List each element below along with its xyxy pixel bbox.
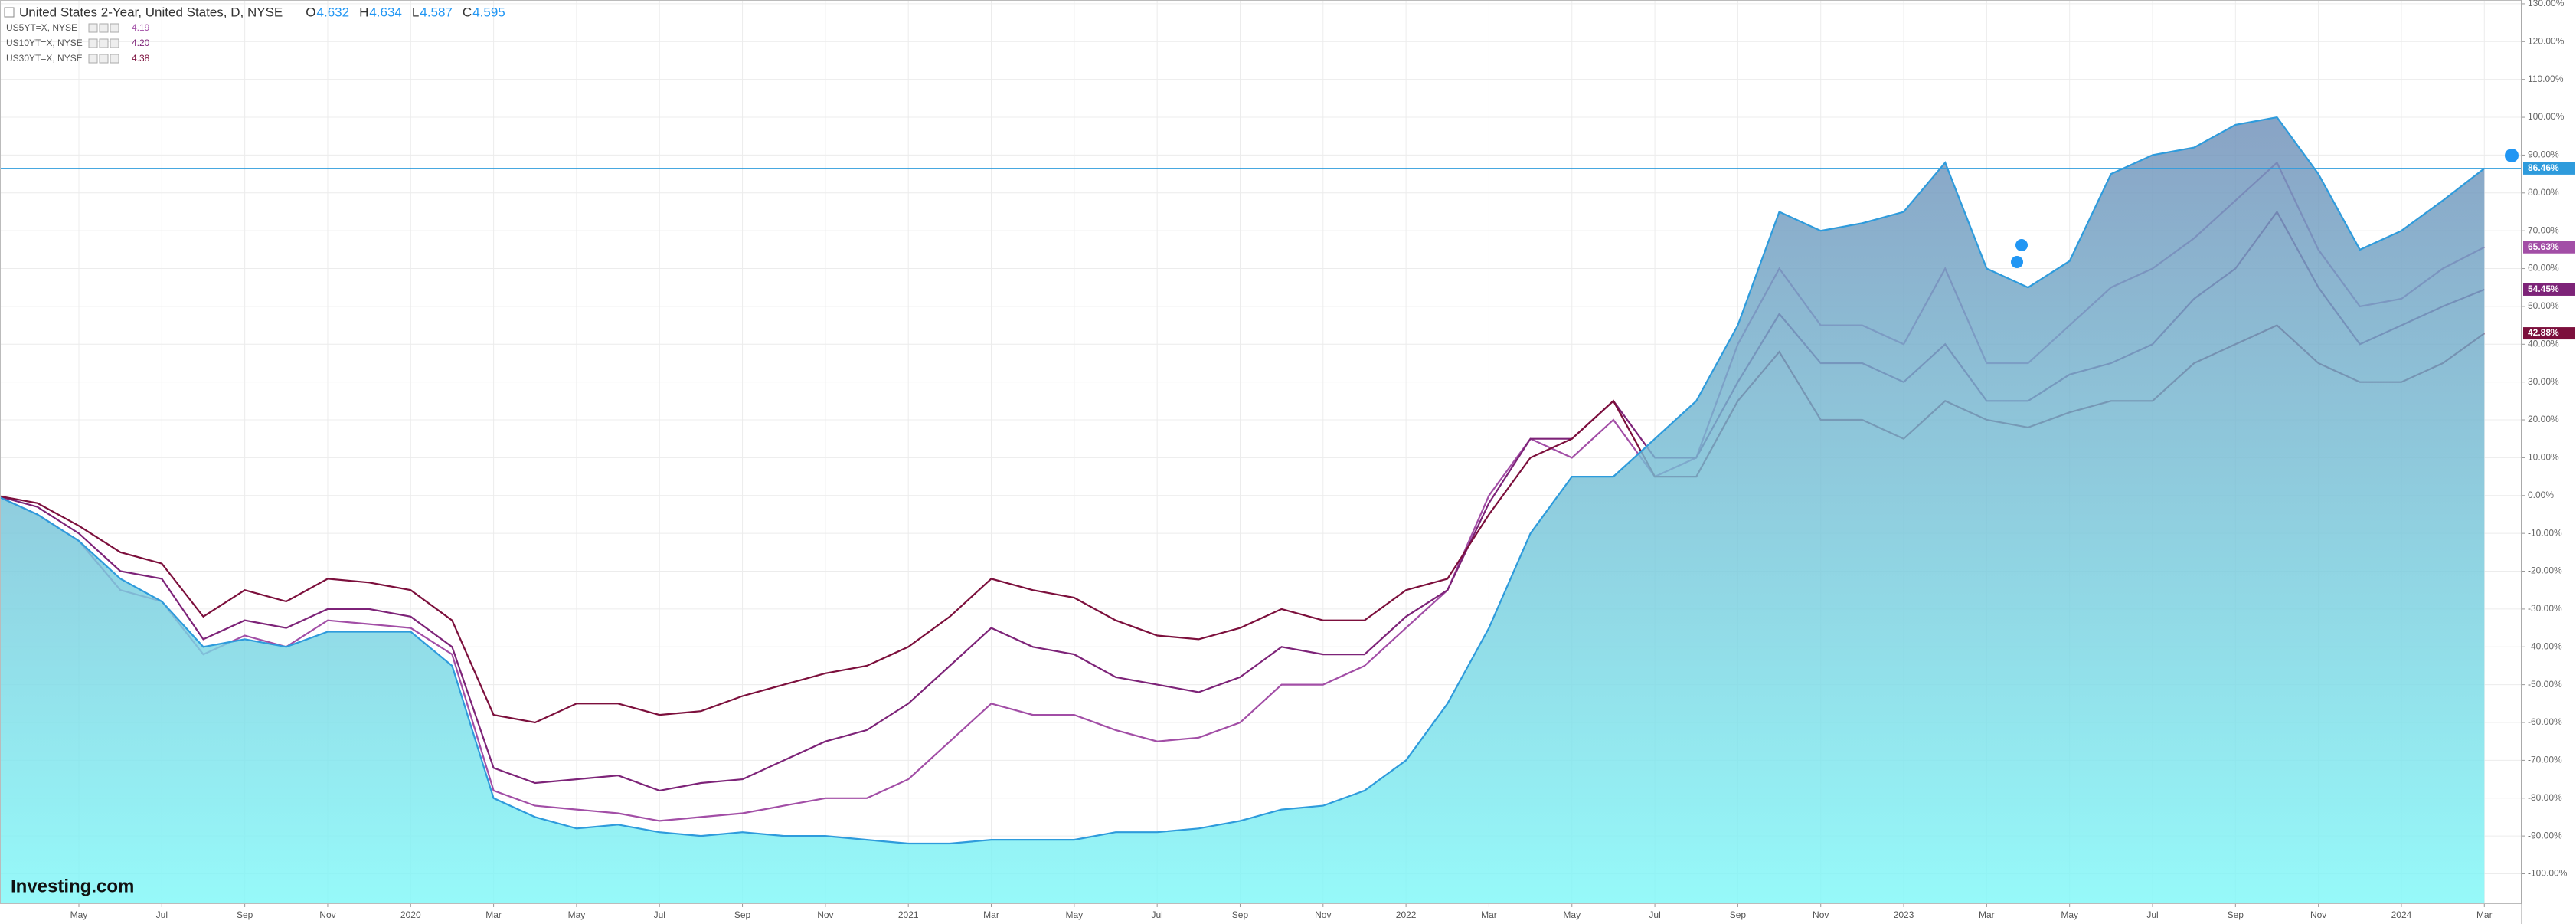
- x-tick-label: 2024: [2391, 909, 2412, 920]
- x-tick-label: Sep: [1232, 909, 1249, 920]
- x-tick-label: Jul: [654, 909, 665, 920]
- x-tick-label: Mar: [1979, 909, 1995, 920]
- legend: United States 2-Year, United States, D, …: [4, 5, 505, 64]
- y-tick-label: -50.00%: [2528, 679, 2562, 690]
- y-tick-label: 80.00%: [2528, 187, 2559, 198]
- y-tick-label: -30.00%: [2528, 603, 2562, 614]
- x-tick-label: Jul: [2146, 909, 2158, 920]
- y-tick-label: -80.00%: [2528, 792, 2562, 803]
- y-tick-label: -70.00%: [2528, 755, 2562, 765]
- legend-button: [88, 23, 98, 33]
- chart-title: United States 2-Year, United States, D, …: [19, 5, 283, 19]
- x-tick-label: Nov: [1813, 909, 1829, 920]
- ohlc-key: H: [359, 5, 368, 19]
- y-tick-label: -10.00%: [2528, 527, 2562, 538]
- area: [0, 117, 2485, 904]
- y-tick-label: -60.00%: [2528, 716, 2562, 727]
- x-tick-label: Sep: [734, 909, 751, 920]
- legend-name: US30YT=X, NYSE: [6, 53, 83, 64]
- y-tick-label: 110.00%: [2528, 74, 2564, 84]
- legend-button: [110, 54, 119, 64]
- x-tick-label: Nov: [319, 909, 335, 920]
- series-line: [0, 116, 2485, 845]
- x-tick-label: Nov: [1315, 909, 1331, 920]
- ohlc-value: 4.587: [420, 5, 453, 19]
- ohlc-key: L: [412, 5, 419, 19]
- x-tick-label: May: [2061, 909, 2078, 920]
- y-tick-label: -40.00%: [2528, 641, 2562, 651]
- x-tick-label: Sep: [2228, 909, 2244, 920]
- x-tick-label: 2023: [1894, 909, 1914, 920]
- value-label: 42.88%: [2528, 327, 2559, 338]
- value-label: 86.46%: [2528, 162, 2559, 173]
- y-tick-label: 100.00%: [2528, 111, 2565, 122]
- y-tick-label: 20.00%: [2528, 414, 2559, 424]
- legend-button: [88, 54, 98, 64]
- x-tick-label: 2022: [1396, 909, 1417, 920]
- legend-name: US5YT=X, NYSE: [6, 22, 77, 33]
- value-label: 65.63%: [2528, 241, 2559, 252]
- x-tick-label: Mar: [1481, 909, 1497, 920]
- value-tag: [2523, 241, 2575, 254]
- x-tick-label: Jul: [1649, 909, 1660, 920]
- value-tag: [2523, 327, 2575, 340]
- x-tick-label: 2020: [400, 909, 421, 920]
- ohlc-value: 4.632: [317, 5, 350, 19]
- x-tick-label: Jul: [1151, 909, 1162, 920]
- event-marker[interactable]: [2011, 256, 2023, 268]
- x-tick-label: Nov: [817, 909, 833, 920]
- value-tag: [2523, 283, 2575, 296]
- y-tick-label: -90.00%: [2528, 830, 2562, 840]
- y-tick-label: 70.00%: [2528, 224, 2559, 235]
- legend-button: [99, 54, 109, 64]
- x-tick-label: Mar: [983, 909, 999, 920]
- legend-button: [99, 38, 109, 48]
- y-tick-label: 30.00%: [2528, 376, 2559, 387]
- x-tick-label: May: [568, 909, 586, 920]
- y-tick-label: 120.00%: [2528, 35, 2565, 46]
- x-tick-label: May: [1066, 909, 1084, 920]
- x-tick-label: May: [1563, 909, 1581, 920]
- legend-button: [88, 38, 98, 48]
- ohlc-key: O: [306, 5, 315, 19]
- y-tick-label: -100.00%: [2528, 868, 2568, 879]
- x-tick-label: May: [70, 909, 88, 920]
- x-tick-label: Nov: [2310, 909, 2326, 920]
- x-tick-label: Sep: [237, 909, 253, 920]
- value-tag: [2523, 162, 2575, 175]
- y-tick-label: 10.00%: [2528, 452, 2559, 463]
- ohlc-value: 4.595: [472, 5, 505, 19]
- x-tick-label: Jul: [156, 909, 168, 920]
- legend-value: 4.19: [132, 22, 150, 33]
- legend-value: 4.38: [132, 53, 150, 64]
- y-tick-label: 90.00%: [2528, 149, 2559, 160]
- legend-button: [110, 38, 119, 48]
- legend-value: 4.20: [132, 38, 150, 48]
- legend-name: US10YT=X, NYSE: [6, 38, 83, 48]
- y-tick-label: 50.00%: [2528, 300, 2559, 311]
- y-tick-label: -20.00%: [2528, 565, 2562, 576]
- y-tick-label: 60.00%: [2528, 263, 2559, 274]
- legend-button: [99, 23, 109, 33]
- event-marker[interactable]: [2505, 149, 2519, 162]
- watermark: Investing.com: [11, 876, 134, 896]
- legend-button: [110, 23, 119, 33]
- plot-area: [0, 116, 2522, 904]
- x-tick-label: Sep: [1730, 909, 1747, 920]
- x-tick-label: Mar: [2476, 909, 2493, 920]
- y-tick-label: 0.00%: [2528, 490, 2554, 500]
- axes: -100.00% -90.00% -80.00% -70.00% -60.00% -50.…: [70, 0, 2575, 920]
- x-tick-label: 2021: [898, 909, 919, 920]
- y-tick-label: 130.00%: [2528, 0, 2565, 8]
- event-marker[interactable]: [2015, 239, 2028, 251]
- ohlc-value: 4.634: [369, 5, 402, 19]
- collapse-icon[interactable]: [4, 7, 15, 18]
- x-tick-label: Mar: [485, 909, 502, 920]
- ohlc-key: C: [463, 5, 472, 19]
- y-tick-label: 40.00%: [2528, 338, 2559, 349]
- value-label: 54.45%: [2528, 283, 2559, 294]
